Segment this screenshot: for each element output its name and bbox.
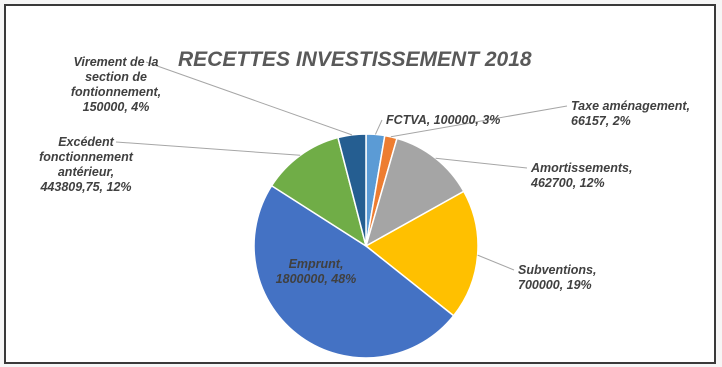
pie-slice bbox=[270, 136, 368, 248]
data-label: Taxe aménagement, 66157, 2% bbox=[571, 99, 690, 128]
data-label: Virement de la section de fontionnement, 15… bbox=[71, 55, 161, 114]
pie-chart: RECETTES INVESTISSEMENT 2018 FCTVA, 1000… bbox=[39, 48, 690, 359]
leader-line bbox=[390, 105, 568, 138]
data-label: Subventions, 700000, 19% bbox=[518, 263, 596, 292]
leader-line bbox=[435, 157, 528, 169]
data-label: Excédent fonctionnement antérieur, 443809,7… bbox=[39, 135, 134, 194]
leader-line bbox=[477, 254, 515, 271]
leader-line bbox=[145, 61, 353, 136]
data-label: FCTVA, 100000, 3% bbox=[386, 113, 500, 127]
leader-line bbox=[374, 119, 383, 135]
chart-title: RECETTES INVESTISSEMENT 2018 bbox=[178, 48, 532, 71]
leader-line bbox=[115, 141, 301, 156]
chart-frame: RECETTES INVESTISSEMENT 2018 FCTVA, 1000… bbox=[4, 4, 716, 364]
pie-slice bbox=[253, 184, 455, 359]
data-label: Emprunt, 1800000, 48% bbox=[276, 257, 357, 286]
data-label: Amortissements, 462700, 12% bbox=[530, 161, 632, 190]
